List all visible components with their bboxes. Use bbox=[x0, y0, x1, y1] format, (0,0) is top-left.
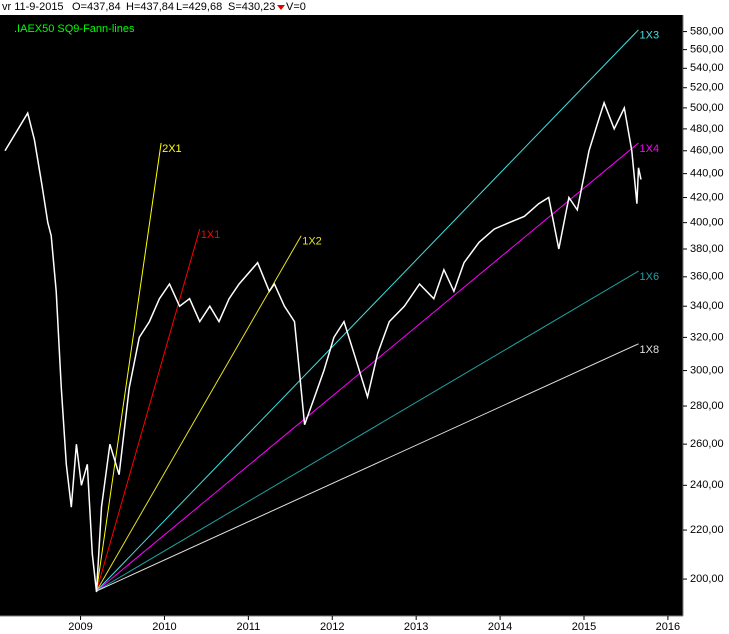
price-line bbox=[4, 100, 642, 593]
x-tick-label: 2010 bbox=[152, 621, 176, 633]
header-close: S=430,23 bbox=[228, 1, 275, 13]
y-tick-label: 400,00 bbox=[690, 217, 724, 229]
header-date: vr 11-9-2015 bbox=[2, 1, 64, 13]
fan-line-label: 1X4 bbox=[640, 143, 660, 155]
fan-line bbox=[96, 235, 302, 592]
x-tick-label: 2016 bbox=[656, 621, 680, 633]
header-high: H=437,84 bbox=[126, 1, 174, 13]
fan-line-label: 1X2 bbox=[302, 236, 322, 248]
y-tick-label: 420,00 bbox=[690, 191, 724, 203]
y-tick-label: 220,00 bbox=[690, 524, 724, 536]
y-tick-label: 520,00 bbox=[690, 82, 724, 94]
x-tick-label: 2012 bbox=[320, 621, 344, 633]
header-low: L=429,68 bbox=[176, 1, 222, 13]
y-tick-label: 580,00 bbox=[690, 25, 724, 37]
chart-title: .IAEX50 SQ9-Fann-lines bbox=[14, 23, 135, 35]
y-tick-label: 260,00 bbox=[690, 438, 724, 450]
y-tick-label: 440,00 bbox=[690, 168, 724, 180]
fan-line bbox=[96, 270, 639, 592]
x-tick-label: 2009 bbox=[68, 621, 92, 633]
y-tick-label: 200,00 bbox=[690, 573, 724, 585]
plot-area bbox=[0, 15, 683, 616]
x-tick-label: 2011 bbox=[237, 621, 261, 633]
fan-line-label: 1X8 bbox=[640, 344, 660, 356]
x-tick-label: 2013 bbox=[404, 621, 428, 633]
y-tick-label: 280,00 bbox=[690, 400, 724, 412]
y-tick-label: 380,00 bbox=[690, 243, 724, 255]
y-tick-label: 460,00 bbox=[690, 145, 724, 157]
x-tick-label: 2014 bbox=[488, 621, 512, 633]
y-tick-label: 480,00 bbox=[690, 123, 724, 135]
fan-line bbox=[96, 142, 639, 592]
fan-line-label: 1X1 bbox=[201, 229, 221, 241]
y-tick-label: 300,00 bbox=[690, 364, 724, 376]
y-tick-label: 500,00 bbox=[690, 102, 724, 114]
fan-line bbox=[96, 29, 639, 592]
fan-line-label: 1X3 bbox=[640, 30, 660, 42]
y-tick-label: 560,00 bbox=[690, 44, 724, 56]
y-tick-label: 240,00 bbox=[690, 479, 724, 491]
y-tick-label: 540,00 bbox=[690, 62, 724, 74]
y-tick-label: 320,00 bbox=[690, 331, 724, 343]
fan-line bbox=[96, 142, 162, 592]
down-arrow bbox=[277, 5, 285, 10]
header-open: O=437,84 bbox=[72, 1, 121, 13]
fan-line-label: 1X6 bbox=[640, 271, 660, 283]
y-tick-label: 360,00 bbox=[690, 271, 724, 283]
header-volume: V=0 bbox=[286, 1, 306, 13]
fan-line-label: 2X1 bbox=[162, 143, 182, 155]
fan-line bbox=[96, 228, 201, 592]
x-tick-label: 2015 bbox=[572, 621, 596, 633]
y-tick-label: 340,00 bbox=[690, 300, 724, 312]
fan-line bbox=[96, 343, 639, 592]
